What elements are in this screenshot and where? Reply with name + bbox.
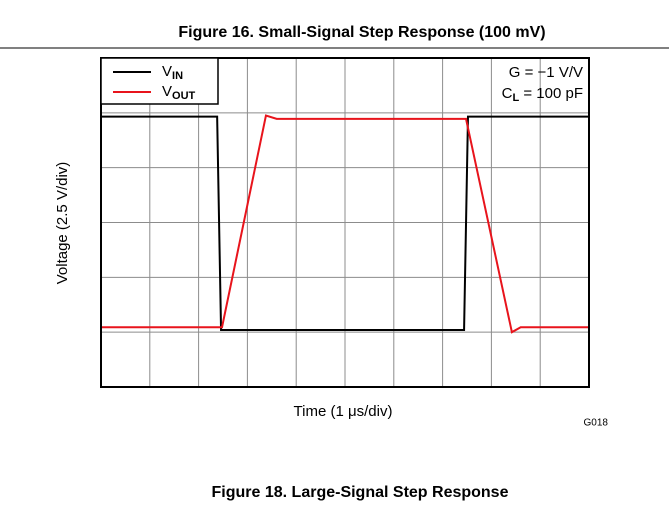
annotation-part: = 100 pF [519,85,583,102]
series-line [101,115,589,331]
legend-subscript: IN [172,70,183,82]
series-line [101,114,589,334]
annotation-part: G = −1 V/V [509,64,583,81]
legend-name: V [162,63,172,80]
y-axis-label: Voltage (2.5 V/div) [54,162,71,285]
legend-subscript: OUT [172,90,196,102]
x-axis-label: Time (1 μs/div) [294,403,393,420]
caption: Figure 18. Large-Signal Step Response [212,484,509,501]
annotation: G = −1 V/V [509,64,583,81]
legend-label: VIN [162,63,183,82]
plot-frame [100,57,590,388]
annotation-part: L [512,92,519,104]
chart-title: Figure 16. Small-Signal Step Response (1… [178,24,545,41]
figure-id: G018 [584,418,609,429]
legend-name: V [162,83,172,100]
annotation-part: C [502,85,513,102]
legend-box [100,57,219,105]
annotation: CL = 100 pF [502,85,583,104]
legend-label: VOUT [162,83,196,102]
